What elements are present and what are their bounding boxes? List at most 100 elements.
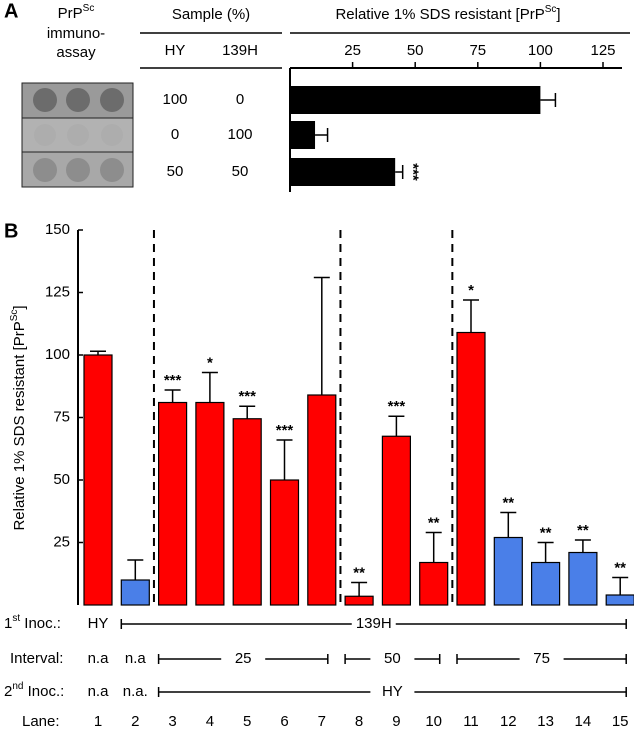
error-bar [388,415,405,437]
bar [381,435,411,606]
condition-label-part: Interval: [10,650,63,667]
bar [456,331,486,606]
assay-header-part: PrP [58,5,83,22]
y-axis-label-part: Sc [9,310,20,322]
bar [530,561,561,606]
y-tick-label: 125 [45,283,70,300]
significance: ** [540,524,552,541]
error-bar [313,276,330,395]
dot-blot [21,82,134,188]
condition-value: n.a. [123,683,148,700]
table-cell: 100 [227,126,252,143]
error-bar [164,389,181,403]
x-tick-label: 15 [612,713,629,730]
significance: * [468,282,474,299]
blot-dot [33,88,57,112]
table-cell: 50 [232,163,249,180]
significance: *** [405,163,422,181]
chart-title-part: ] [556,6,560,23]
significance: ** [614,559,626,576]
table-cell: 0 [171,126,179,143]
error-bar [425,531,442,563]
x-tick-label: 125 [590,42,615,59]
condition-label-part: Inoc.: [23,683,64,700]
bar [195,401,225,606]
blot-dot [66,88,90,112]
x-tick-label: 10 [425,713,442,730]
assay-header: assay [56,44,96,61]
condition-label: 2nd Inoc.: [4,681,64,700]
significance: * [207,354,213,371]
error-bar [201,371,218,403]
x-tick-label: 12 [500,713,517,730]
x-tick-label: 9 [392,713,400,730]
error-bar [315,128,329,142]
bar [290,86,541,114]
table-column: 139H [222,42,258,59]
blot-dot [100,158,124,182]
condition-label: Interval: [10,650,63,667]
y-tick-label: 75 [53,408,70,425]
error-bar [500,511,517,538]
error-bar [574,539,591,553]
category-label: Lane: [22,713,60,730]
chart-title-part: Sc [545,4,557,15]
significance: ** [428,514,440,531]
condition-value: 25 [235,650,252,667]
error-bar [612,576,629,595]
y-axis-label-part: Relative 1% SDS resistant [PrP [11,321,28,530]
blot-dot [100,88,124,112]
x-tick-label: 100 [528,42,553,59]
x-tick-label: 50 [407,42,424,59]
blot-dot [66,158,90,182]
chart-title-part: Relative 1% SDS resistant [PrP [335,6,544,23]
y-tick-label: 25 [53,533,70,550]
condition-label-part: 2 [4,683,12,700]
condition-value: HY [88,615,109,632]
bar [290,158,396,186]
x-tick-label: 8 [355,713,363,730]
bar [307,394,337,606]
bar [344,595,374,606]
blot-dot [33,158,57,182]
x-tick-label: 6 [280,713,288,730]
assay-header-part: Sc [83,3,95,14]
condition-label-part: 1 [4,615,12,632]
x-tick-label: 11 [463,713,479,730]
x-tick-label: 5 [243,713,251,730]
panel-label: B [4,220,18,242]
blot-dot [101,124,123,146]
bar [290,121,316,149]
significance: *** [164,372,182,389]
error-bar [463,299,479,333]
error-bar [276,439,293,480]
assay-header: PrPSc [58,3,95,22]
condition-value: n.a [125,650,147,667]
condition-value: n.a [88,650,110,667]
error-bar [395,165,404,179]
chart-title: Relative 1% SDS resistant [PrPSc] [335,4,560,23]
table-column: HY [165,42,186,59]
bar [83,354,113,606]
x-tick-label: 7 [318,713,326,730]
x-tick-label: 2 [131,713,139,730]
x-tick-label: 75 [469,42,486,59]
bar [269,479,300,606]
condition-label-part: nd [12,681,23,692]
x-tick-label: 4 [206,713,214,730]
y-tick-label: 150 [45,221,70,238]
condition-label-part: st [12,613,20,624]
panel-label: A [4,0,18,22]
table-cell: 50 [167,163,184,180]
error-bar [540,93,557,107]
condition-value: n.a [88,683,110,700]
bar [419,561,449,606]
bar [120,579,150,606]
condition-label-part: Inoc.: [20,615,61,632]
x-tick-label: 1 [94,713,102,730]
x-tick-label: 13 [537,713,554,730]
error-bar [537,541,554,563]
y-tick-label: 50 [53,471,70,488]
condition-value: HY [382,683,403,700]
